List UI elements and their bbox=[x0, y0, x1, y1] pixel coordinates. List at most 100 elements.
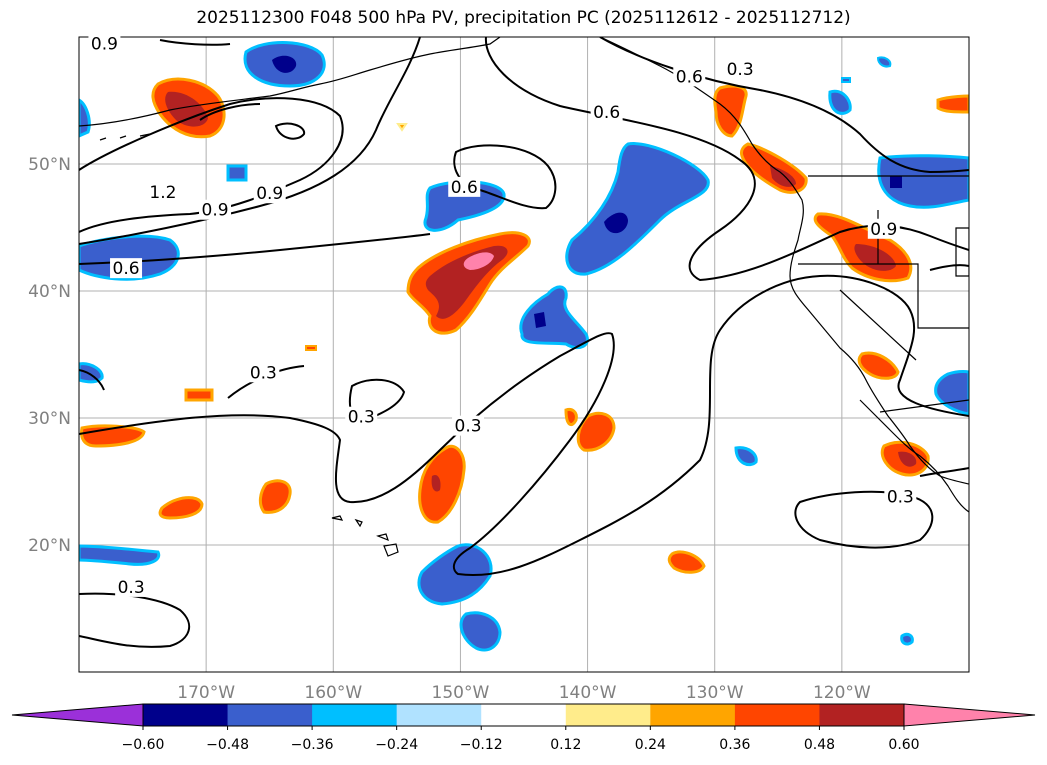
precip-blob-negative bbox=[459, 611, 502, 652]
colorbar-tick-label: −0.12 bbox=[460, 737, 503, 753]
contour-label-halo bbox=[88, 33, 121, 54]
contour-label: 0.3 bbox=[250, 363, 277, 383]
latitude-ticks: 20°N 30°N 40°N 50°N bbox=[28, 155, 71, 556]
state-border bbox=[955, 227, 969, 277]
precip-blob-positive bbox=[396, 123, 408, 132]
lon-tick-label: 120°W bbox=[813, 683, 871, 703]
lon-tick-label: 160°W bbox=[304, 683, 362, 703]
precip-blob-positive bbox=[857, 351, 900, 380]
lon-tick-label: 150°W bbox=[432, 683, 490, 703]
contour-label-halo bbox=[448, 176, 481, 197]
precip-blob-positive bbox=[936, 94, 969, 114]
precip-blob-negative bbox=[79, 544, 161, 566]
contour-labels: 0.9 0.6 0.3 0.6 1.2 0.9 0.9 0.6 0.9 0.6 0.3 0.3 0.3 0… bbox=[88, 33, 917, 598]
precip-blob-positive bbox=[258, 479, 292, 514]
map-frame bbox=[78, 36, 970, 673]
pv-contour-line bbox=[79, 274, 969, 576]
precip-blob-negative bbox=[876, 56, 892, 68]
contour-label-halo bbox=[590, 101, 623, 122]
precip-blob-negative bbox=[226, 164, 248, 182]
contour-label: 0.9 bbox=[870, 220, 897, 240]
colorbar-segment bbox=[481, 704, 567, 726]
precip-blob-negative bbox=[423, 180, 506, 232]
contour-label-halo bbox=[452, 415, 485, 436]
contour-label-halo bbox=[110, 258, 143, 279]
colorbar-tick-label: 0.60 bbox=[888, 737, 919, 753]
precip-blob-negative bbox=[934, 370, 969, 416]
colorbar-tick-label: 0.48 bbox=[804, 737, 835, 753]
colorbar-segment bbox=[734, 704, 820, 726]
precip-core-positive bbox=[431, 474, 441, 492]
pv-contour-line bbox=[929, 264, 969, 271]
contour-label: 0.3 bbox=[118, 578, 145, 598]
pv-contour-line bbox=[79, 97, 344, 233]
precip-blob-negative bbox=[417, 543, 493, 606]
lat-tick-label: 30°N bbox=[28, 409, 71, 429]
colorbar bbox=[11, 703, 1036, 727]
pv-contour-line bbox=[79, 37, 421, 245]
precip-blob-positive bbox=[418, 444, 466, 524]
precip-blob-negative bbox=[841, 77, 851, 83]
pv-contour-line bbox=[274, 122, 306, 140]
precip-blob-positive bbox=[184, 388, 214, 402]
precip-core-positive bbox=[165, 91, 208, 127]
precip-blob-negative bbox=[79, 98, 91, 138]
precip-blob-positive bbox=[713, 84, 748, 138]
precip-core-negative bbox=[272, 55, 297, 73]
precip-blob-negative bbox=[565, 142, 710, 276]
alaska-coastline bbox=[79, 37, 501, 127]
pv-contour-line bbox=[919, 467, 969, 477]
contour-label: 0.6 bbox=[593, 103, 620, 123]
contour-label-halo bbox=[247, 362, 280, 383]
precip-core-negative bbox=[604, 212, 628, 234]
contour-label-halo bbox=[884, 486, 917, 507]
contour-label: 0.9 bbox=[202, 201, 229, 221]
precip-blob-negative bbox=[734, 446, 758, 467]
precipitation-fields bbox=[79, 41, 969, 652]
precip-blob-positive bbox=[305, 345, 317, 351]
colorbar-tick-label: −0.36 bbox=[291, 737, 334, 753]
state-border bbox=[798, 263, 969, 329]
colorbar-segment bbox=[396, 704, 482, 726]
baja-coastline bbox=[859, 399, 969, 513]
lon-tick-label: 170°W bbox=[177, 683, 235, 703]
colorbar-ticks: −0.60 −0.48 −0.36 −0.24 −0.12 0.12 0.24 0.36 0.4… bbox=[122, 726, 920, 753]
colorbar-tick-label: 0.24 bbox=[635, 737, 666, 753]
colorbar-outline bbox=[142, 703, 905, 727]
colorbar-segment bbox=[819, 704, 905, 726]
pv-contour-line bbox=[159, 39, 231, 46]
contour-label: 1.2 bbox=[149, 183, 176, 203]
map-content bbox=[79, 37, 969, 672]
precip-blob-positive bbox=[576, 411, 616, 452]
longitude-ticks: 170°W 160°W 150°W 140°W 130°W 120°W bbox=[177, 683, 871, 703]
colorbar-segment bbox=[650, 704, 736, 726]
contour-label: 0.3 bbox=[727, 60, 754, 80]
precip-blob-negative bbox=[828, 89, 852, 115]
precip-blob-positive bbox=[564, 408, 578, 427]
contour-label: 0.3 bbox=[348, 408, 375, 428]
colorbar-segment bbox=[143, 704, 229, 726]
us-mexico-border bbox=[879, 399, 969, 413]
contour-label: 0.3 bbox=[455, 417, 482, 437]
contour-label-halo bbox=[724, 58, 757, 79]
contour-label-halo bbox=[867, 218, 900, 239]
colorbar-extend-high bbox=[903, 703, 1036, 727]
hawaii-islands bbox=[331, 515, 399, 557]
contour-label: 0.6 bbox=[676, 67, 703, 87]
contour-label-halo bbox=[146, 181, 179, 202]
colorbar-tick-label: −0.48 bbox=[206, 737, 249, 753]
colorbar-segment bbox=[565, 704, 651, 726]
precip-core-positive bbox=[898, 451, 917, 467]
colorbar-tick-label: 0.12 bbox=[550, 737, 581, 753]
coastlines bbox=[79, 37, 969, 557]
colorbar-extend-low bbox=[11, 703, 144, 727]
lat-tick-label: 40°N bbox=[28, 282, 71, 302]
state-border bbox=[839, 289, 917, 361]
colorbar-segment bbox=[227, 704, 313, 726]
contour-label-halo bbox=[253, 183, 286, 204]
colorbar-tick-label: −0.24 bbox=[375, 737, 418, 753]
contour-label-halo bbox=[345, 406, 378, 427]
precip-blob-negative bbox=[900, 632, 914, 646]
pv-contour-line bbox=[794, 490, 934, 549]
